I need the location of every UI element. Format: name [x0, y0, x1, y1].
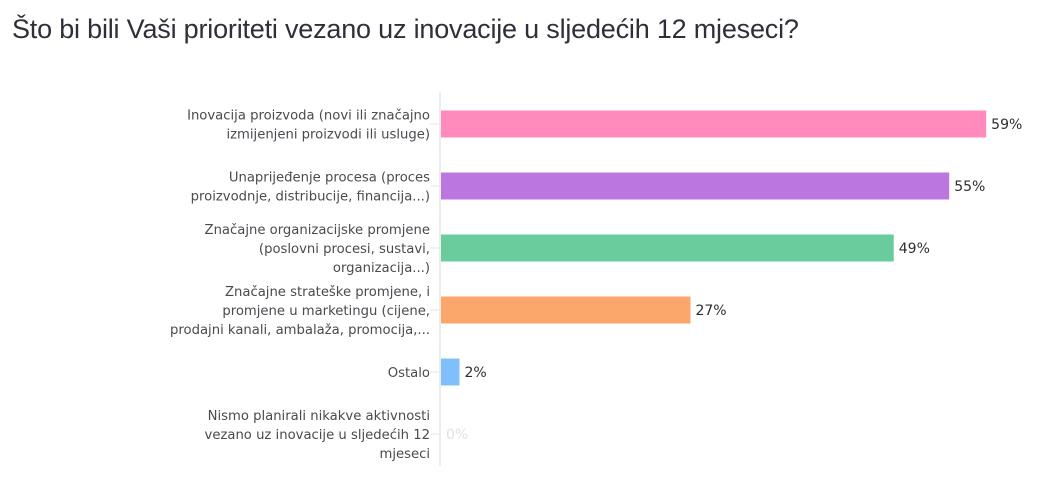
value-label: 27% — [695, 303, 726, 319]
bar — [441, 296, 691, 324]
category-label-line: (poslovni procesi, sustavi, — [259, 242, 430, 257]
category-label: Nismo planirali nikakve aktivnosti vezano… — [205, 409, 430, 462]
value-label: 55% — [954, 179, 985, 195]
bar — [441, 172, 950, 200]
category-label-line: prodajni kanali, ambalaža, promocija,... — [170, 322, 430, 338]
bar — [441, 110, 987, 138]
bar — [441, 358, 460, 386]
category-label-line: Značajne strateške promjene, i — [225, 284, 430, 300]
value-label: 2% — [464, 365, 486, 381]
value-label: 0% — [446, 427, 468, 443]
category-label-line: Unaprijeđenje procesa (proces — [229, 171, 430, 186]
category-label-line: proizvodnje, distribucije, financija...) — [191, 190, 430, 205]
category-label: Inovacija proizvoda (novi ili značajno iz… — [187, 108, 430, 143]
category-label-line: Ostalo — [388, 366, 430, 381]
category-label: Unaprijeđenje procesa (proces proizvodnje… — [191, 171, 430, 205]
category-label-line: mjeseci — [379, 447, 430, 462]
chart-title: Što bi bili Vaši prioriteti vezano uz in… — [12, 14, 799, 44]
category-label-line: Značajne organizacijske promjene — [205, 222, 430, 238]
bar — [441, 234, 894, 262]
category-label: Značajne organizacijske promjene (poslovn… — [205, 222, 430, 276]
category-label-line: Inovacija proizvoda (novi ili značajno — [187, 108, 430, 124]
category-label-line: promjene u marketingu (cijene, — [222, 304, 430, 319]
category-label-line: izmijenjeni proizvodi ili usluge) — [226, 128, 430, 143]
category-label: Ostalo — [388, 366, 430, 381]
category-label-line: vezano uz inovacije u sljedećih 12 — [205, 427, 430, 443]
value-label: 59% — [991, 117, 1022, 133]
category-label-line: organizacija...) — [333, 261, 430, 276]
category-label-line: Nismo planirali nikakve aktivnosti — [208, 409, 430, 424]
category-label: Značajne strateške promjene, i promjene u… — [170, 284, 430, 338]
value-label: 49% — [899, 241, 930, 257]
